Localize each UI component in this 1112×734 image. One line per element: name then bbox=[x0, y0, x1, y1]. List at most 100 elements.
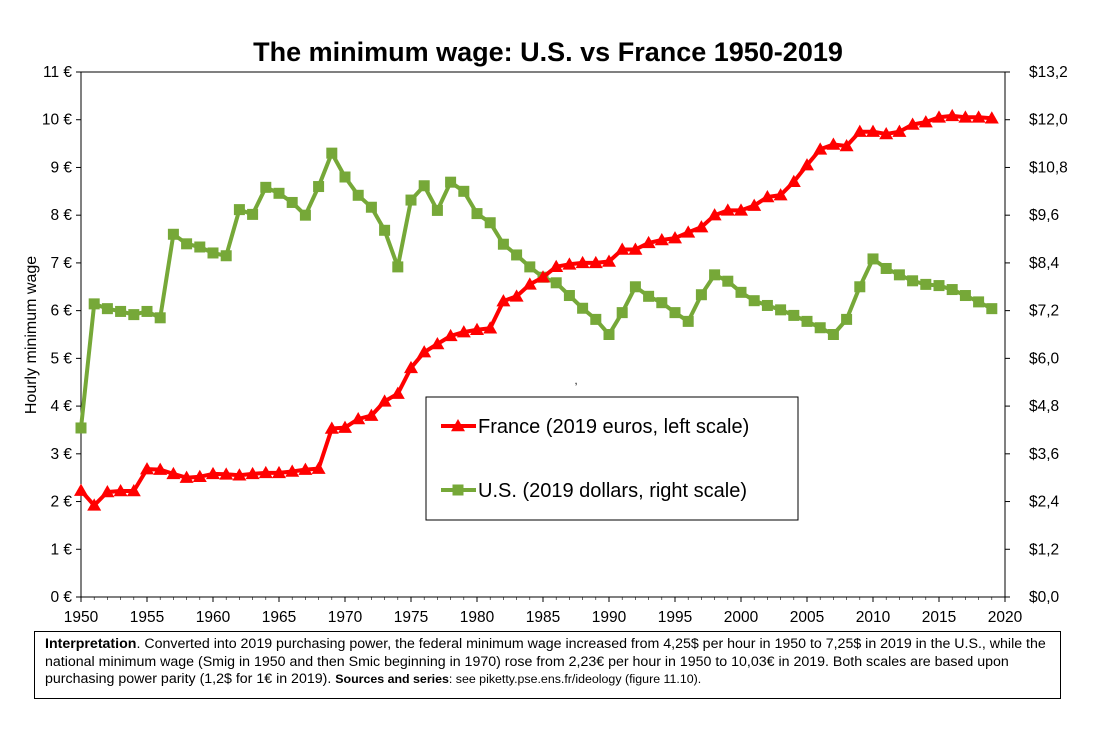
x-tick-label: 1980 bbox=[460, 609, 495, 626]
france-point bbox=[74, 483, 88, 496]
x-tick-label: 1960 bbox=[196, 609, 231, 626]
legend-france-label: France (2019 euros, left scale) bbox=[478, 416, 749, 438]
france-point bbox=[338, 420, 352, 433]
legend-france-marker bbox=[451, 419, 465, 432]
x-tick-label: 2015 bbox=[922, 609, 956, 626]
chart-title: The minimum wage: U.S. vs France 1950-20… bbox=[253, 37, 843, 67]
us-point bbox=[524, 261, 536, 273]
y-right-tick-label: $10,8 bbox=[1029, 159, 1068, 176]
france-point bbox=[456, 325, 471, 338]
france-point bbox=[668, 231, 682, 244]
us-point bbox=[973, 296, 985, 308]
us-point bbox=[907, 275, 919, 287]
france-point bbox=[760, 190, 775, 203]
y-left-tick-label: 4 € bbox=[50, 398, 72, 415]
y-right-tick-label: $9,6 bbox=[1029, 207, 1059, 224]
note-body: . Converted into 2019 purchasing power, … bbox=[45, 636, 1046, 687]
france-point bbox=[839, 138, 854, 152]
france-point bbox=[324, 421, 339, 434]
france-point bbox=[496, 294, 511, 307]
france-point bbox=[298, 462, 313, 475]
france-point bbox=[232, 468, 247, 481]
series-layer bbox=[74, 108, 999, 511]
france-point bbox=[918, 115, 933, 128]
x-tick-label: 1950 bbox=[64, 609, 99, 626]
france-point bbox=[879, 127, 894, 140]
x-tick-label: 2020 bbox=[988, 609, 1023, 626]
us-point bbox=[643, 290, 655, 302]
us-point bbox=[920, 278, 932, 290]
us-point bbox=[563, 290, 575, 302]
x-tick-label: 1975 bbox=[394, 609, 428, 626]
france-point bbox=[707, 208, 722, 221]
france-point bbox=[443, 328, 458, 342]
france-point bbox=[800, 158, 814, 171]
note-sources-text: : see piketty.pse.ens.fr/ideology (figur… bbox=[448, 672, 702, 686]
france-point bbox=[905, 117, 920, 130]
us-point bbox=[788, 309, 800, 321]
france-point bbox=[219, 467, 234, 480]
us-point bbox=[299, 209, 311, 221]
us-point bbox=[748, 295, 760, 307]
france-point bbox=[536, 270, 550, 283]
france-point bbox=[430, 337, 445, 350]
us-point bbox=[695, 289, 707, 301]
note-sources-label: Sources and series bbox=[335, 672, 449, 686]
france-line bbox=[79, 113, 992, 508]
us-point bbox=[709, 269, 721, 281]
us-point bbox=[775, 304, 787, 316]
us-point bbox=[207, 247, 219, 259]
france-point bbox=[852, 124, 867, 137]
france-point bbox=[113, 484, 128, 497]
us-point bbox=[247, 208, 259, 220]
france-point bbox=[470, 322, 484, 335]
us-point bbox=[497, 238, 509, 250]
us-point bbox=[550, 277, 562, 289]
us-point bbox=[484, 217, 496, 229]
y-left-tick-label: 3 € bbox=[50, 446, 72, 463]
france-point bbox=[377, 394, 392, 407]
france-point bbox=[126, 484, 141, 497]
x-tick-label: 1995 bbox=[658, 609, 692, 626]
france-point bbox=[628, 242, 643, 255]
y-right-tick-label: $6,0 bbox=[1029, 350, 1060, 367]
france-point bbox=[192, 469, 207, 482]
x-tick-label: 1990 bbox=[592, 609, 627, 626]
france-point bbox=[747, 198, 762, 211]
us-point bbox=[867, 253, 879, 265]
us-point bbox=[590, 313, 602, 325]
minimum-wage-chart: The minimum wage: U.S. vs France 1950-20… bbox=[23, 37, 1068, 626]
us-point bbox=[233, 204, 245, 216]
legend-us-label: U.S. (2019 dollars, right scale) bbox=[478, 480, 747, 502]
y-right-tick-label: $7,2 bbox=[1029, 303, 1059, 320]
us-point bbox=[682, 315, 694, 327]
y-right-tick-label: $2,4 bbox=[1029, 494, 1060, 511]
legend-box bbox=[425, 396, 799, 521]
y-right-tick-label: $13,2 bbox=[1029, 64, 1068, 81]
note-lead: Interpretation bbox=[45, 636, 137, 652]
us-point bbox=[629, 281, 641, 293]
us-point bbox=[260, 181, 272, 193]
us-point bbox=[471, 208, 483, 220]
legend-us-marker bbox=[452, 484, 464, 496]
france-point bbox=[390, 386, 405, 399]
us-point bbox=[115, 305, 127, 317]
x-tick-label: 1970 bbox=[328, 609, 363, 626]
us-point bbox=[313, 181, 325, 193]
us-point bbox=[75, 422, 87, 434]
france-point bbox=[945, 108, 960, 122]
us-point bbox=[379, 224, 391, 236]
left-y-axis: 0 € 1 € 2 € 3 € 4 € 5 € 6 € 7 € 8 € 9 € 10 € 11 € bbox=[42, 64, 81, 606]
us-point bbox=[880, 262, 892, 274]
france-point bbox=[179, 470, 194, 483]
y-left-tick-label: 0 € bbox=[50, 589, 72, 606]
y-right-tick-label: $1,2 bbox=[1029, 541, 1059, 558]
x-tick-label: 2000 bbox=[724, 609, 759, 626]
y-left-tick-label: 8 € bbox=[50, 207, 72, 224]
france-point bbox=[272, 465, 286, 479]
us-point bbox=[88, 298, 100, 310]
y-left-tick-label: 1 € bbox=[50, 541, 72, 558]
us-point bbox=[616, 307, 628, 319]
france-point bbox=[575, 255, 590, 269]
france-point bbox=[615, 242, 630, 255]
